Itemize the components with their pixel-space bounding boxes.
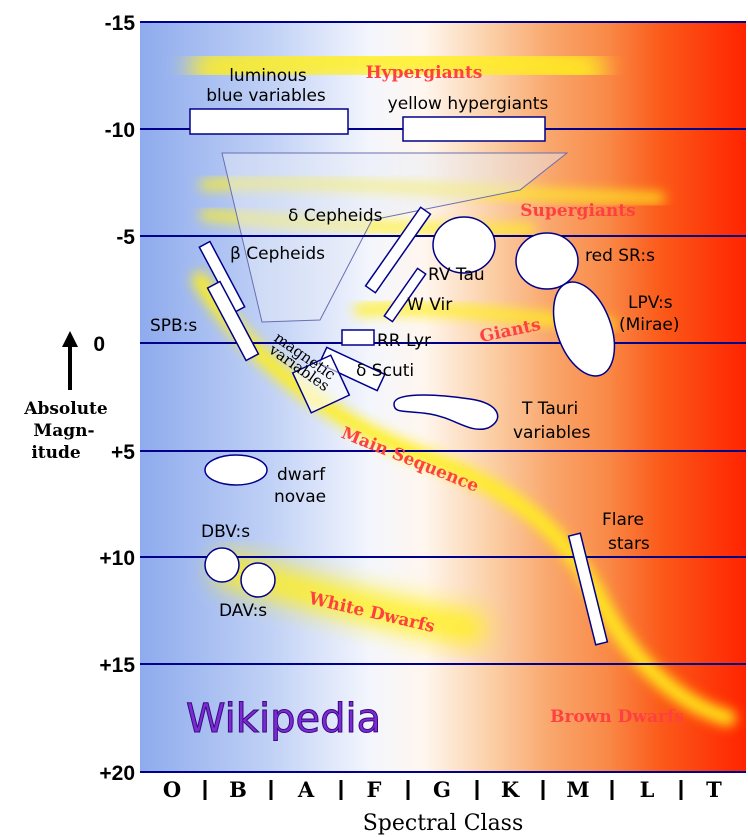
w-vir-label: W Vir: [407, 295, 452, 315]
lbv-label-line: blue variables: [206, 86, 326, 106]
ellipse-red-sr: [515, 232, 579, 290]
t-tauri-shape: [393, 394, 499, 430]
ellipse-g-supergiant: [432, 216, 496, 274]
y-tick: +15: [99, 654, 135, 677]
spectral-class-label: M: [566, 777, 589, 802]
spectral-class-label: G: [433, 777, 451, 802]
dbv-label: DBV:s: [201, 522, 250, 542]
y-axis-title: Absolute Magn- itude: [23, 331, 108, 463]
flare-stars-label-line: Flare: [602, 510, 644, 530]
y-tick: +10: [99, 547, 135, 570]
yellow-hypergiants-label: yellow hypergiants: [388, 94, 549, 114]
supergiant-band-1: [200, 178, 665, 203]
spectral-class-label: B: [229, 777, 247, 802]
stellar-bands: [190, 40, 736, 726]
dbv-ellipse: [204, 547, 240, 583]
class-separators: [203, 780, 683, 800]
spb-label: SPB:s: [150, 316, 197, 336]
ellipse-lpv: [552, 281, 616, 377]
y-tick: -5: [116, 226, 135, 249]
y-axis-title-line: itude: [31, 443, 81, 463]
supergiants-label: Supergiants: [520, 201, 635, 221]
t-tauri-label-line: variables: [513, 423, 591, 443]
lbv-label-line: luminous: [229, 66, 307, 86]
instability-strip: [221, 152, 569, 323]
rr-lyr-box: [341, 329, 375, 346]
spectral-class-label: K: [501, 777, 520, 802]
rr-lyr-label: RR Lyr: [377, 331, 431, 351]
y-tick: -15: [105, 12, 136, 35]
y-tick: -10: [105, 119, 135, 142]
dwarf-novae-label-line: dwarf: [277, 465, 326, 485]
y-axis-ticks: -15 -10 -5 0 +5 +10 +15 +20: [93, 12, 135, 785]
spectral-class-label: O: [163, 777, 181, 802]
lpv-label-line: (Mirae): [619, 315, 680, 335]
beta-cepheids-strip: [198, 240, 246, 314]
spectral-class-label: L: [640, 777, 655, 802]
y-tick: 0: [93, 333, 105, 356]
y-tick: +20: [99, 762, 135, 785]
y-axis-title-line: Magn-: [33, 421, 94, 441]
hypergiants-label: Hypergiants: [366, 63, 483, 83]
y-tick: +5: [111, 441, 135, 464]
x-axis: O B A F G K M L T Spectral Class: [163, 777, 722, 836]
delta-cepheids-strip: [364, 206, 432, 294]
lbv-box: [189, 108, 349, 135]
wikipedia-watermark: Wikipedia: [186, 696, 381, 742]
flare-stars-strip: [567, 532, 609, 646]
red-sr-label: red SR:s: [585, 246, 655, 266]
main-sequence-band: [192, 272, 736, 726]
x-axis-title: Spectral Class: [363, 811, 524, 836]
flare-stars-label-line: stars: [608, 534, 650, 554]
spb-strip: [206, 280, 260, 362]
delta-cepheids-label: δ Cepheids: [288, 206, 383, 226]
rv-tau-label: RV Tau: [428, 265, 485, 285]
spectral-class-label: A: [297, 777, 315, 802]
spectral-class-label: F: [367, 777, 382, 802]
dav-ellipse: [240, 562, 276, 598]
magnetic-variables-box: [291, 354, 351, 414]
beta-cepheids-label: β Cepheids: [230, 244, 325, 264]
spectral-class-label: T: [706, 777, 722, 802]
t-tauri-label-line: T Tauri: [521, 399, 578, 419]
yellow-hypergiants-box: [402, 116, 546, 142]
dwarf-novae-label-line: novae: [274, 487, 326, 507]
hypergiant-band: [190, 40, 605, 90]
dwarf-novae-ellipse: [204, 454, 268, 486]
variable-star-shapes: [189, 108, 616, 646]
arrowhead-icon: [62, 331, 78, 347]
delta-scuti-strip: [318, 346, 386, 392]
lpv-label-line: LPV:s: [628, 293, 673, 313]
w-vir-strip: [383, 267, 427, 323]
dav-label: DAV:s: [219, 601, 267, 621]
brown-dwarfs-label: Brown Dwarfs: [550, 707, 684, 727]
y-axis-title-line: Absolute: [23, 399, 108, 419]
delta-scuti-label: δ Scuti: [356, 361, 414, 381]
